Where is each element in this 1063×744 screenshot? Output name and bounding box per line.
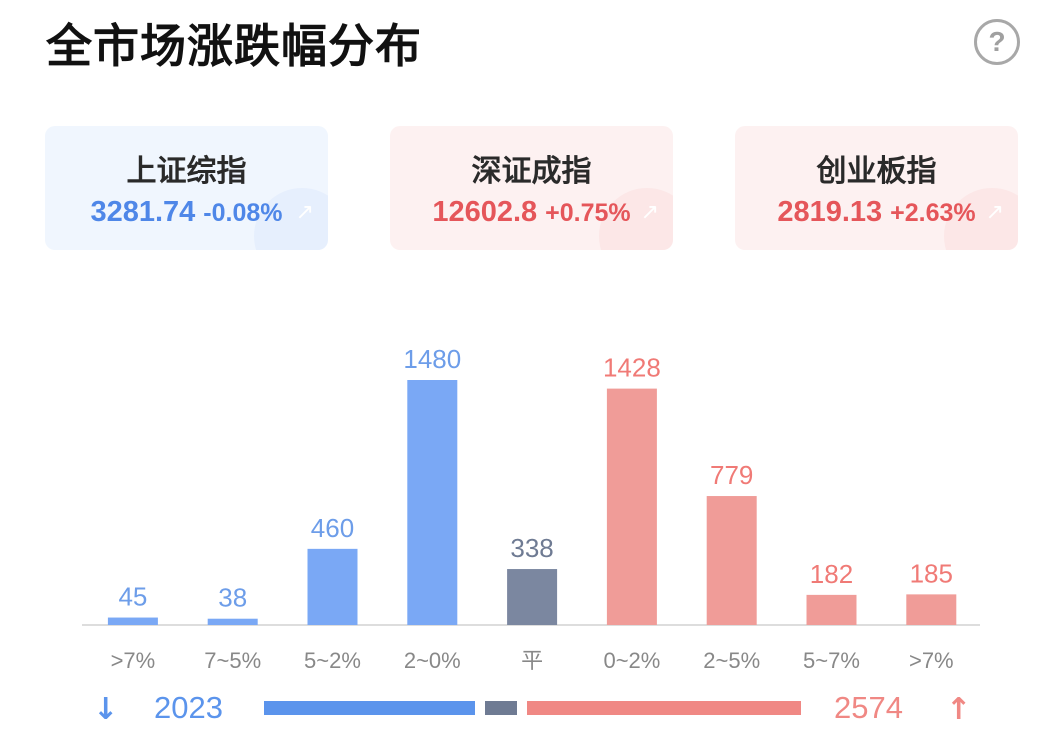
distribution-chart: 45 >7% 38 7~5% 460 5~2% 1480 2~0% 338 平 1428 0~2% 77… bbox=[82, 344, 980, 673]
index-name: 深证成指 bbox=[471, 154, 592, 189]
bar-up[interactable] bbox=[606, 388, 657, 625]
bar-flat[interactable] bbox=[507, 569, 558, 625]
x-tick-label: 5~2% bbox=[304, 648, 361, 673]
help-icon[interactable]: ? bbox=[974, 19, 1020, 65]
bar-down[interactable] bbox=[107, 617, 158, 625]
bar-value-label: 1428 bbox=[603, 353, 661, 383]
bar-value-label: 338 bbox=[510, 533, 553, 563]
index-value: 12602.8 bbox=[432, 196, 538, 228]
flat-ratio-bar bbox=[485, 701, 517, 715]
index-card-shanghai[interactable]: 上证综指 3281.74 -0.08% ↗ bbox=[45, 126, 328, 250]
bar-up[interactable] bbox=[706, 496, 757, 625]
x-tick-label: >7% bbox=[909, 648, 954, 673]
trend-arrow-icon: ↗ bbox=[295, 200, 314, 225]
bar-up[interactable] bbox=[806, 594, 857, 625]
down-total: 2023 bbox=[154, 690, 223, 725]
bar-value-label: 185 bbox=[910, 558, 953, 588]
down-arrow-icon: ↓ bbox=[93, 692, 119, 727]
trend-arrow-icon: ↗ bbox=[985, 200, 1004, 225]
x-tick-label: 平 bbox=[521, 648, 543, 673]
x-tick-label: >7% bbox=[111, 648, 156, 673]
index-change: -0.08% bbox=[203, 199, 283, 227]
bar-value-label: 460 bbox=[311, 513, 354, 543]
index-name: 创业板指 bbox=[816, 154, 937, 189]
index-change: +2.63% bbox=[890, 199, 976, 227]
up-ratio-bar bbox=[527, 701, 801, 715]
bar-down[interactable] bbox=[207, 618, 258, 625]
bar-down[interactable] bbox=[307, 548, 358, 625]
up-total: 2574 bbox=[834, 690, 903, 725]
x-tick-label: 2~0% bbox=[404, 648, 461, 673]
bar-value-label: 779 bbox=[710, 460, 753, 490]
down-ratio-bar bbox=[264, 701, 475, 715]
trend-arrow-icon: ↗ bbox=[640, 200, 659, 225]
bar-value-label: 45 bbox=[118, 582, 147, 612]
bar-value-label: 1480 bbox=[403, 344, 461, 374]
index-value: 3281.74 bbox=[90, 196, 196, 228]
index-name: 上证综指 bbox=[126, 154, 247, 189]
up-arrow-icon: ↑ bbox=[946, 692, 972, 727]
page-title: 全市场涨跌幅分布 bbox=[46, 19, 422, 73]
index-change: +0.75% bbox=[545, 199, 631, 227]
bar-value-label: 182 bbox=[810, 559, 853, 589]
index-value: 2819.13 bbox=[777, 196, 883, 228]
index-card-shenzhen[interactable]: 深证成指 12602.8 +0.75% ↗ bbox=[390, 126, 673, 250]
bar-up[interactable] bbox=[906, 594, 957, 625]
index-card-chinext[interactable]: 创业板指 2819.13 +2.63% ↗ bbox=[735, 126, 1018, 250]
x-tick-label: 5~7% bbox=[803, 648, 860, 673]
x-tick-label: 2~5% bbox=[703, 648, 760, 673]
bar-value-label: 38 bbox=[218, 583, 247, 613]
bar-down[interactable] bbox=[407, 380, 458, 625]
x-tick-label: 0~2% bbox=[603, 648, 660, 673]
x-tick-label: 7~5% bbox=[204, 648, 261, 673]
